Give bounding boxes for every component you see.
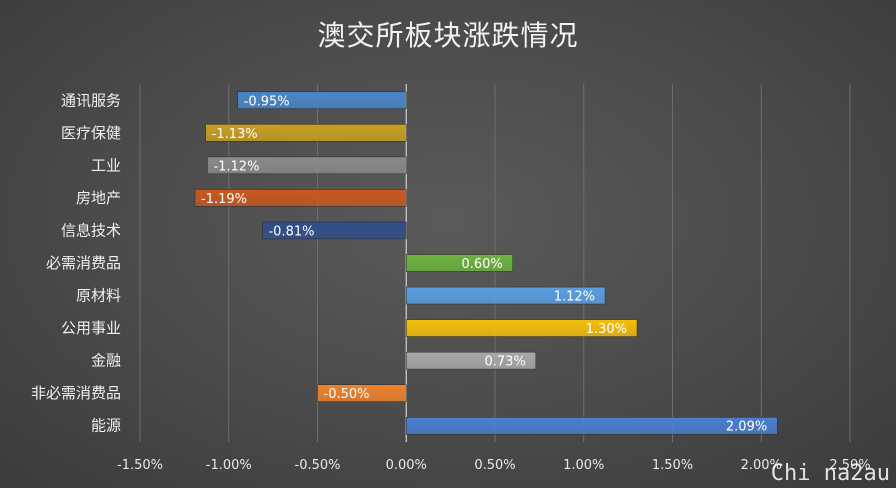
category-label: 房地产: [76, 189, 121, 207]
bar: [207, 156, 407, 175]
bar: [262, 221, 407, 240]
data-label: 2.09%: [726, 420, 767, 435]
data-label: -0.81%: [268, 224, 314, 239]
data-label: -1.19%: [201, 192, 247, 207]
bars: [194, 91, 778, 435]
category-label: 信息技术: [61, 221, 121, 239]
data-label: 1.12%: [554, 290, 595, 305]
x-tick-label: 0.50%: [474, 458, 515, 473]
bar: [406, 286, 606, 305]
bar: [237, 91, 407, 109]
grid-lines: [139, 84, 851, 442]
category-label: 能源: [91, 417, 121, 435]
data-label: 0.60%: [461, 257, 502, 272]
chart-title: 澳交所板块涨跌情况: [317, 19, 579, 52]
category-label: 必需消费品: [46, 254, 121, 272]
x-tick-label: 1.00%: [563, 458, 604, 473]
bar: [406, 254, 513, 272]
data-label: -1.12%: [213, 159, 259, 174]
x-tick-label: -0.50%: [295, 458, 341, 473]
x-tick-label: 1.50%: [652, 458, 693, 473]
data-label: -0.95%: [244, 94, 290, 109]
bar: [406, 351, 537, 370]
category-label: 公用事业: [61, 319, 121, 337]
bar: [406, 417, 778, 435]
x-tick-label: 0.00%: [386, 458, 427, 473]
category-label: 医疗保健: [61, 124, 121, 142]
data-label: 1.30%: [586, 322, 627, 337]
data-label: -1.13%: [212, 127, 258, 142]
category-label: 金融: [91, 352, 121, 370]
bar: [406, 319, 638, 337]
x-tick-label: 2.50%: [829, 458, 870, 473]
watermark: Chi na2au: [770, 461, 890, 486]
x-tick-label: -1.00%: [206, 458, 252, 473]
category-label: 原材料: [76, 287, 121, 305]
data-label: 0.73%: [485, 355, 526, 370]
bar: [317, 384, 407, 402]
category-label: 通讯服务: [61, 91, 121, 109]
bar: [194, 189, 407, 207]
x-tick-label: 2.00%: [741, 458, 782, 473]
category-label: 工业: [91, 156, 121, 174]
data-label: -0.50%: [324, 387, 370, 402]
bar: [205, 124, 407, 142]
category-label: 非必需消费品: [31, 384, 121, 402]
labels: -1.50% -1.00% -0.50% 0.00% 0.50% 1.00% 1.50% 2.…: [31, 91, 871, 473]
x-tick-label: -1.50%: [117, 458, 163, 473]
